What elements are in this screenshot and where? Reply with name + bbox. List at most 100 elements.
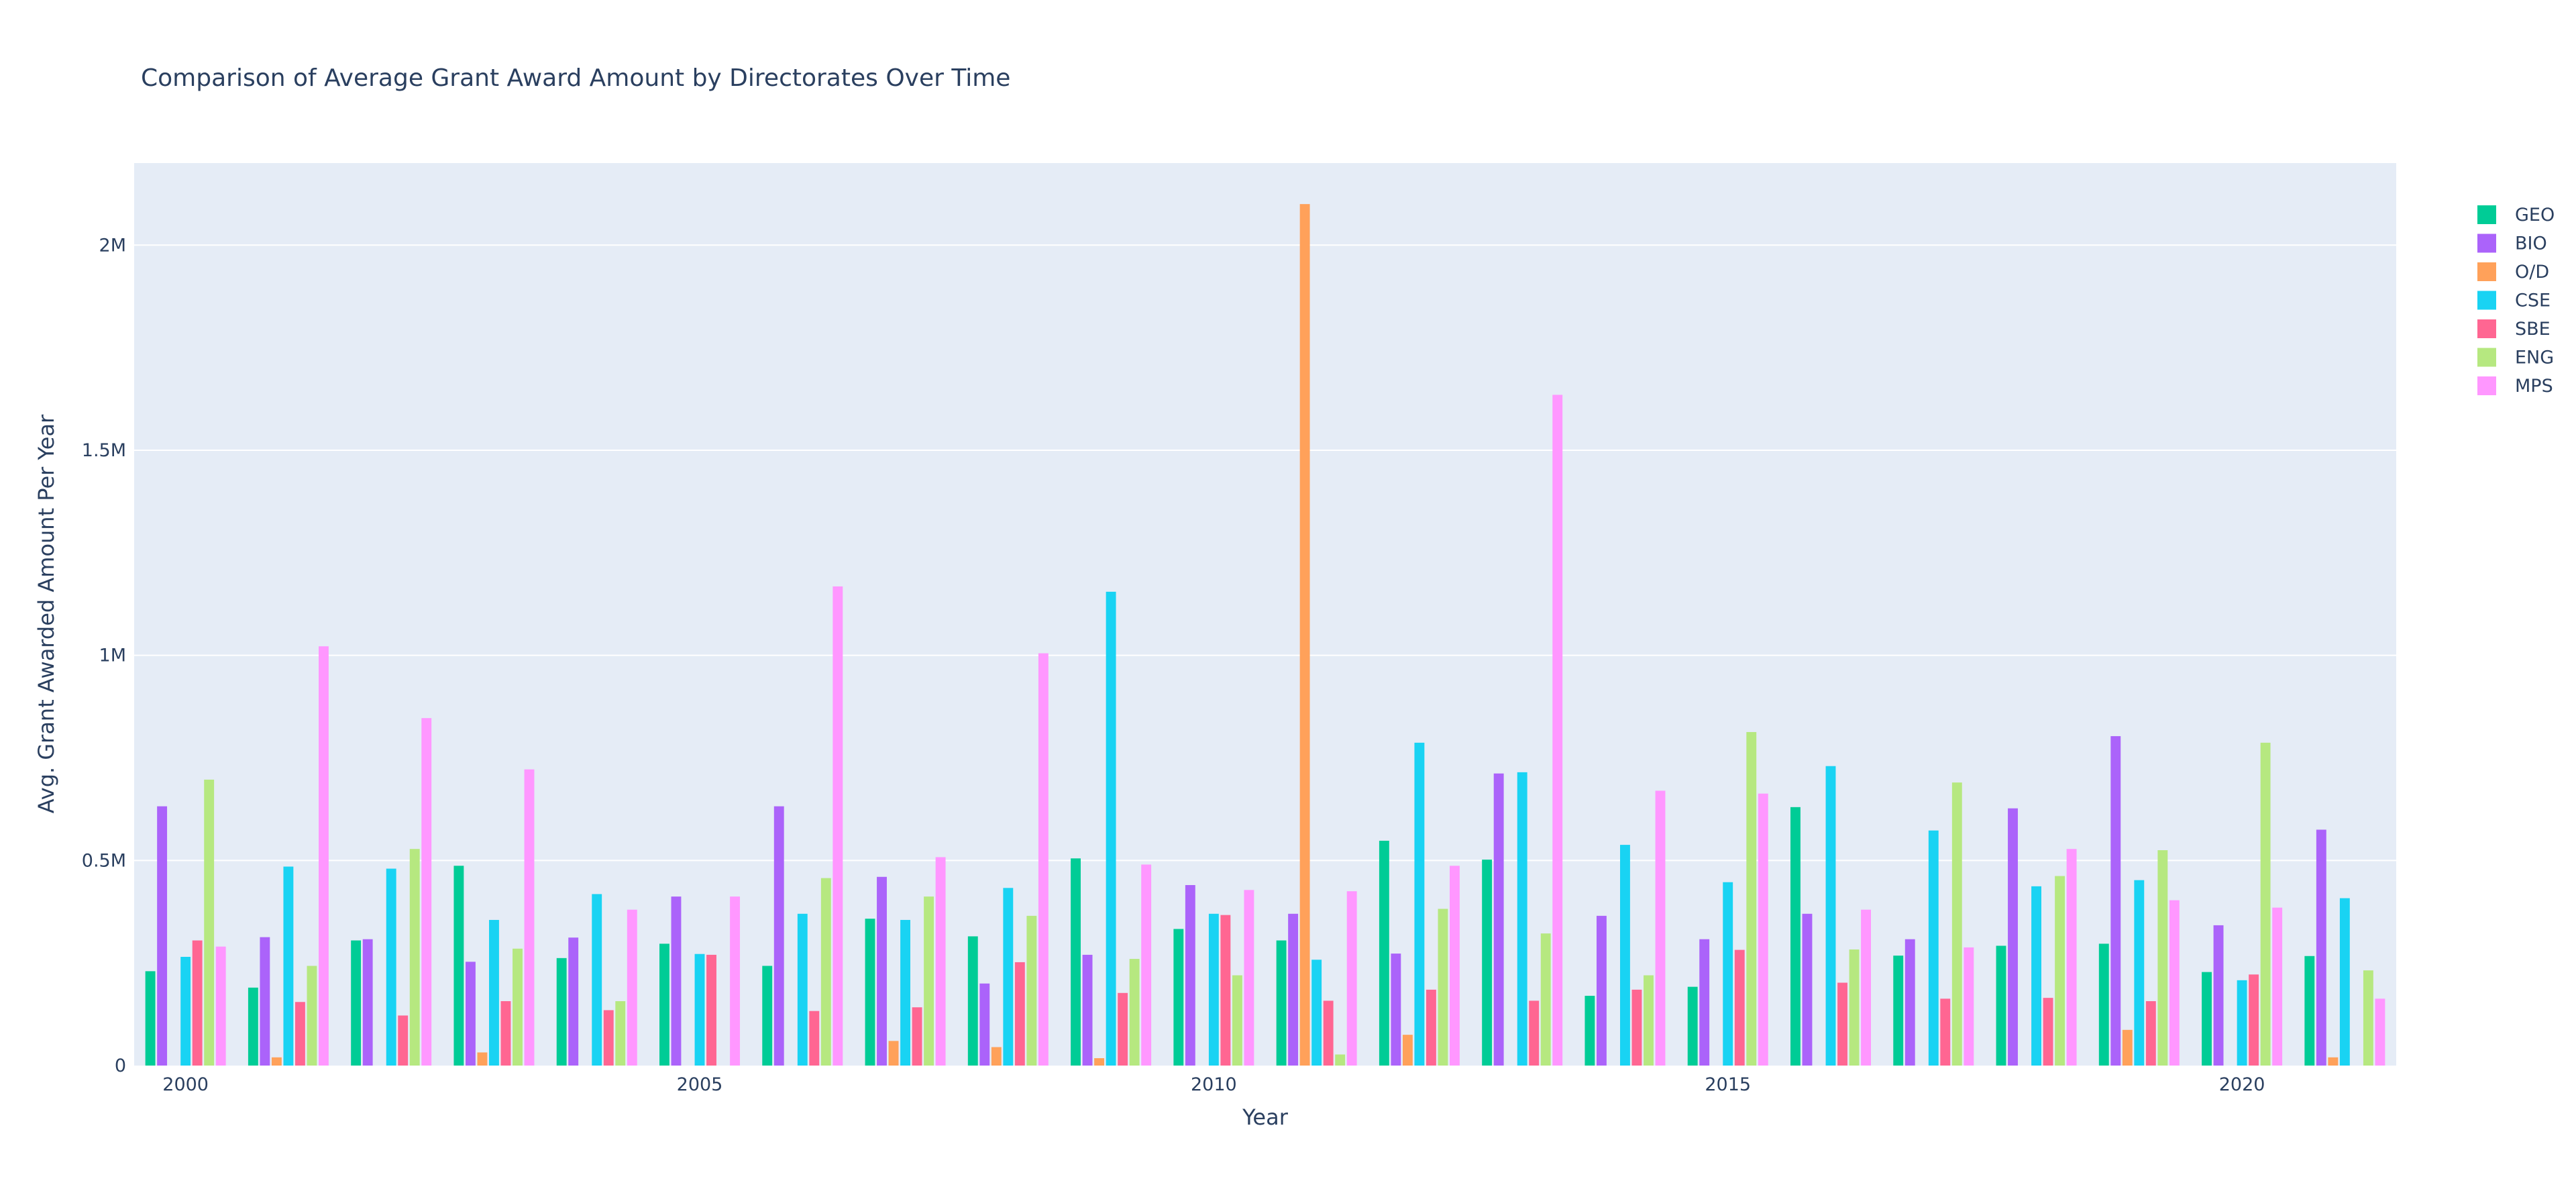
bar-geo-2019[interactable]: [2099, 943, 2109, 1066]
legend-label[interactable]: BIO: [2515, 234, 2547, 254]
legend-swatch[interactable]: [2477, 262, 2496, 281]
bar-sbe-2002[interactable]: [398, 1015, 408, 1066]
bar-cse-2021[interactable]: [2340, 898, 2350, 1066]
bar-bio-2003[interactable]: [466, 962, 476, 1066]
bar-sbe-2009[interactable]: [1118, 993, 1128, 1066]
legend-swatch[interactable]: [2477, 205, 2496, 224]
bar-od-2008[interactable]: [991, 1047, 1002, 1066]
bar-cse-2015[interactable]: [1723, 882, 1733, 1066]
legend-swatch[interactable]: [2477, 348, 2496, 367]
bar-bio-2006[interactable]: [774, 807, 784, 1066]
legend-label[interactable]: ENG: [2515, 348, 2554, 368]
bar-eng-2004[interactable]: [615, 1001, 625, 1066]
bar-eng-2003[interactable]: [513, 949, 523, 1066]
bar-eng-2010[interactable]: [1232, 976, 1242, 1066]
bar-cse-2020[interactable]: [2237, 980, 2247, 1066]
bar-geo-2015[interactable]: [1688, 987, 1698, 1066]
bar-cse-2006[interactable]: [798, 914, 808, 1066]
bar-bio-2000[interactable]: [157, 807, 167, 1066]
bar-mps-2004[interactable]: [627, 910, 637, 1066]
bar-od-2009[interactable]: [1094, 1058, 1104, 1066]
bar-bio-2009[interactable]: [1083, 955, 1093, 1066]
bar-sbe-2018[interactable]: [2043, 998, 2053, 1066]
bar-sbe-2015[interactable]: [1735, 950, 1745, 1066]
bar-geo-2017[interactable]: [1893, 956, 1903, 1066]
legend-label[interactable]: SBE: [2515, 319, 2551, 340]
bar-sbe-2007[interactable]: [912, 1007, 922, 1066]
bar-sbe-2005[interactable]: [706, 955, 716, 1066]
bar-bio-2008[interactable]: [979, 984, 989, 1066]
bar-sbe-2003[interactable]: [501, 1001, 511, 1066]
bar-geo-2014[interactable]: [1585, 996, 1595, 1066]
bar-geo-2020[interactable]: [2202, 972, 2212, 1066]
bar-mps-2012[interactable]: [1450, 866, 1460, 1066]
bar-eng-2021[interactable]: [2363, 970, 2373, 1066]
bar-eng-2002[interactable]: [410, 849, 420, 1066]
bar-mps-2000[interactable]: [216, 947, 226, 1066]
bar-geo-2018[interactable]: [1996, 945, 2006, 1066]
bar-sbe-2008[interactable]: [1015, 962, 1025, 1066]
bar-geo-2010[interactable]: [1173, 929, 1183, 1066]
bar-geo-2009[interactable]: [1071, 858, 1081, 1066]
bar-mps-2014[interactable]: [1656, 790, 1666, 1066]
bar-cse-2013[interactable]: [1517, 772, 1527, 1066]
bar-eng-2000[interactable]: [204, 780, 214, 1066]
bar-geo-2005[interactable]: [659, 943, 669, 1066]
bar-bio-2010[interactable]: [1185, 885, 1195, 1066]
bar-bio-2011[interactable]: [1288, 914, 1298, 1066]
bar-mps-2018[interactable]: [2067, 849, 2077, 1066]
bar-bio-2020[interactable]: [2214, 925, 2224, 1066]
bar-bio-2014[interactable]: [1597, 916, 1607, 1066]
bar-eng-2008[interactable]: [1026, 916, 1036, 1066]
bar-sbe-2016[interactable]: [1837, 983, 1847, 1066]
bar-bio-2016[interactable]: [1803, 914, 1813, 1066]
bar-eng-2019[interactable]: [2157, 850, 2167, 1066]
bar-mps-2015[interactable]: [1758, 794, 1768, 1066]
bar-mps-2016[interactable]: [1861, 910, 1871, 1066]
bar-cse-2001[interactable]: [283, 866, 293, 1066]
bar-sbe-2019[interactable]: [2146, 1001, 2156, 1066]
bar-eng-2018[interactable]: [2055, 876, 2065, 1066]
bar-geo-2001[interactable]: [248, 988, 258, 1066]
bar-cse-2009[interactable]: [1106, 592, 1116, 1066]
bar-cse-2012[interactable]: [1414, 743, 1424, 1066]
bar-geo-2011[interactable]: [1277, 941, 1287, 1066]
bar-eng-2015[interactable]: [1746, 732, 1756, 1066]
bar-cse-2007[interactable]: [900, 920, 910, 1066]
bar-sbe-2017[interactable]: [1940, 998, 1950, 1066]
bar-eng-2011[interactable]: [1335, 1054, 1345, 1066]
bar-mps-2011[interactable]: [1347, 891, 1357, 1066]
bar-sbe-2012[interactable]: [1426, 990, 1436, 1066]
bar-bio-2017[interactable]: [1905, 939, 1915, 1066]
bar-od-2019[interactable]: [2123, 1030, 2133, 1066]
bar-cse-2008[interactable]: [1003, 888, 1013, 1066]
bar-bio-2013[interactable]: [1494, 774, 1504, 1066]
bar-cse-2011[interactable]: [1311, 960, 1322, 1066]
legend-label[interactable]: MPS: [2515, 376, 2553, 397]
legend-swatch[interactable]: [2477, 234, 2496, 253]
bar-bio-2005[interactable]: [672, 896, 682, 1066]
bar-mps-2002[interactable]: [421, 718, 431, 1066]
bar-eng-2007[interactable]: [924, 896, 934, 1066]
bar-eng-2013[interactable]: [1541, 933, 1551, 1066]
legend-label[interactable]: CSE: [2515, 291, 2551, 311]
bar-cse-2000[interactable]: [180, 957, 191, 1066]
bar-geo-2012[interactable]: [1379, 841, 1389, 1066]
bar-geo-2000[interactable]: [146, 971, 156, 1066]
bar-bio-2002[interactable]: [363, 939, 373, 1066]
bar-geo-2008[interactable]: [968, 936, 978, 1066]
bar-sbe-2010[interactable]: [1220, 915, 1230, 1066]
legend-label[interactable]: GEO: [2515, 205, 2555, 225]
bar-mps-2006[interactable]: [833, 586, 843, 1066]
bar-eng-2016[interactable]: [1849, 949, 1860, 1066]
bar-mps-2005[interactable]: [730, 896, 740, 1066]
bar-sbe-2020[interactable]: [2249, 974, 2259, 1066]
bar-bio-2012[interactable]: [1391, 954, 1401, 1066]
bar-sbe-2000[interactable]: [193, 941, 203, 1066]
bar-sbe-2014[interactable]: [1632, 990, 1642, 1066]
bar-od-2007[interactable]: [889, 1041, 899, 1066]
bar-eng-2006[interactable]: [821, 878, 831, 1066]
bar-cse-2010[interactable]: [1209, 914, 1219, 1066]
bar-od-2011[interactable]: [1300, 204, 1310, 1066]
bar-cse-2018[interactable]: [2031, 886, 2041, 1066]
